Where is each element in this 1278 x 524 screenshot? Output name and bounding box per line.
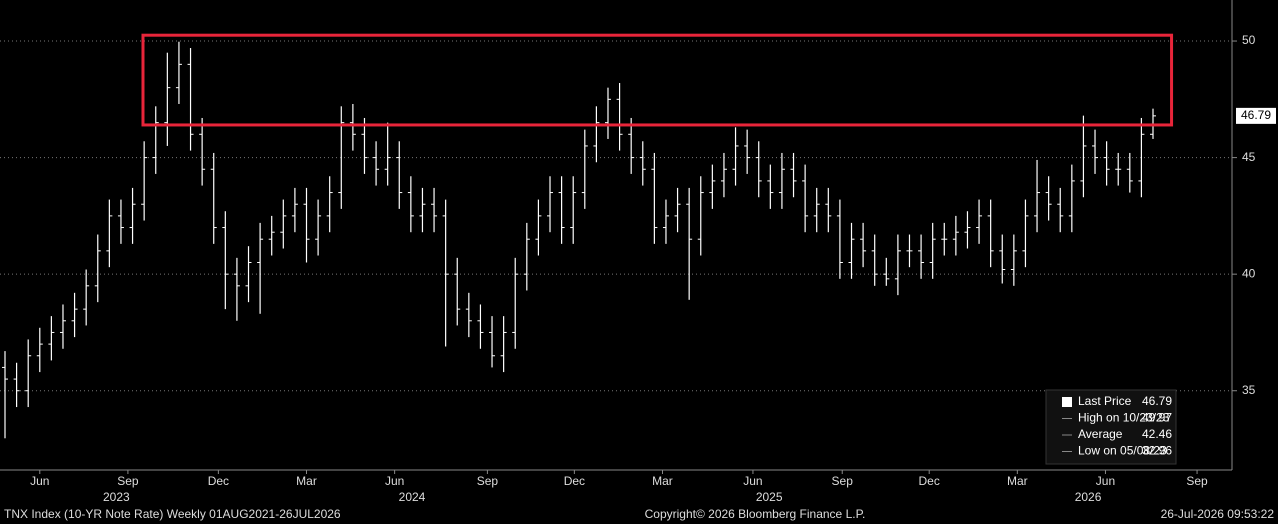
x-tick-label: Dec — [208, 474, 229, 488]
x-tick-label: Dec — [564, 474, 585, 488]
highlight-box — [141, 33, 1174, 127]
footer-right: 26-Jul-2026 09:53:22 — [1161, 507, 1275, 521]
x-tick-label: Jun — [743, 474, 762, 488]
year-label: 2023 — [103, 490, 130, 504]
footer-left: TNX Index (10-YR Note Rate) Weekly 01AUG… — [4, 507, 341, 521]
y-tick-label: 35 — [1242, 383, 1256, 397]
footer-center: Copyright© 2026 Bloomberg Finance L.P. — [645, 507, 866, 521]
legend-label: High on 10/23/23 — [1078, 411, 1170, 425]
x-tick-label: Mar — [652, 474, 673, 488]
last-price-label: 46.79 — [1241, 108, 1271, 122]
year-label: 2026 — [1075, 490, 1102, 504]
legend-label: Average — [1078, 427, 1123, 441]
x-tick-label: Jun — [385, 474, 404, 488]
x-tick-label: Jun — [1096, 474, 1115, 488]
x-tick-label: Dec — [919, 474, 940, 488]
legend-value: 42.46 — [1142, 427, 1172, 441]
legend-value: 49.97 — [1142, 411, 1172, 425]
year-label: 2024 — [399, 490, 426, 504]
x-tick-label: Sep — [832, 474, 854, 488]
x-tick-label: Sep — [1186, 474, 1208, 488]
x-tick-label: Mar — [296, 474, 317, 488]
legend-label: Low on 05/08/23 — [1078, 444, 1167, 458]
x-tick-label: Sep — [477, 474, 499, 488]
last-price-box — [1236, 107, 1276, 124]
x-tick-label: Sep — [117, 474, 139, 488]
x-tick-label: Jun — [30, 474, 49, 488]
x-tick-label: Mar — [1007, 474, 1028, 488]
year-label: 2025 — [756, 490, 783, 504]
legend-label: Last Price — [1078, 394, 1132, 408]
y-tick-label: 45 — [1242, 150, 1256, 164]
legend-swatch — [1062, 397, 1072, 407]
y-tick-label: 40 — [1242, 266, 1256, 280]
legend-value: 32.96 — [1142, 444, 1172, 458]
legend-value: 46.79 — [1142, 394, 1172, 408]
y-tick-label: 50 — [1242, 33, 1256, 47]
